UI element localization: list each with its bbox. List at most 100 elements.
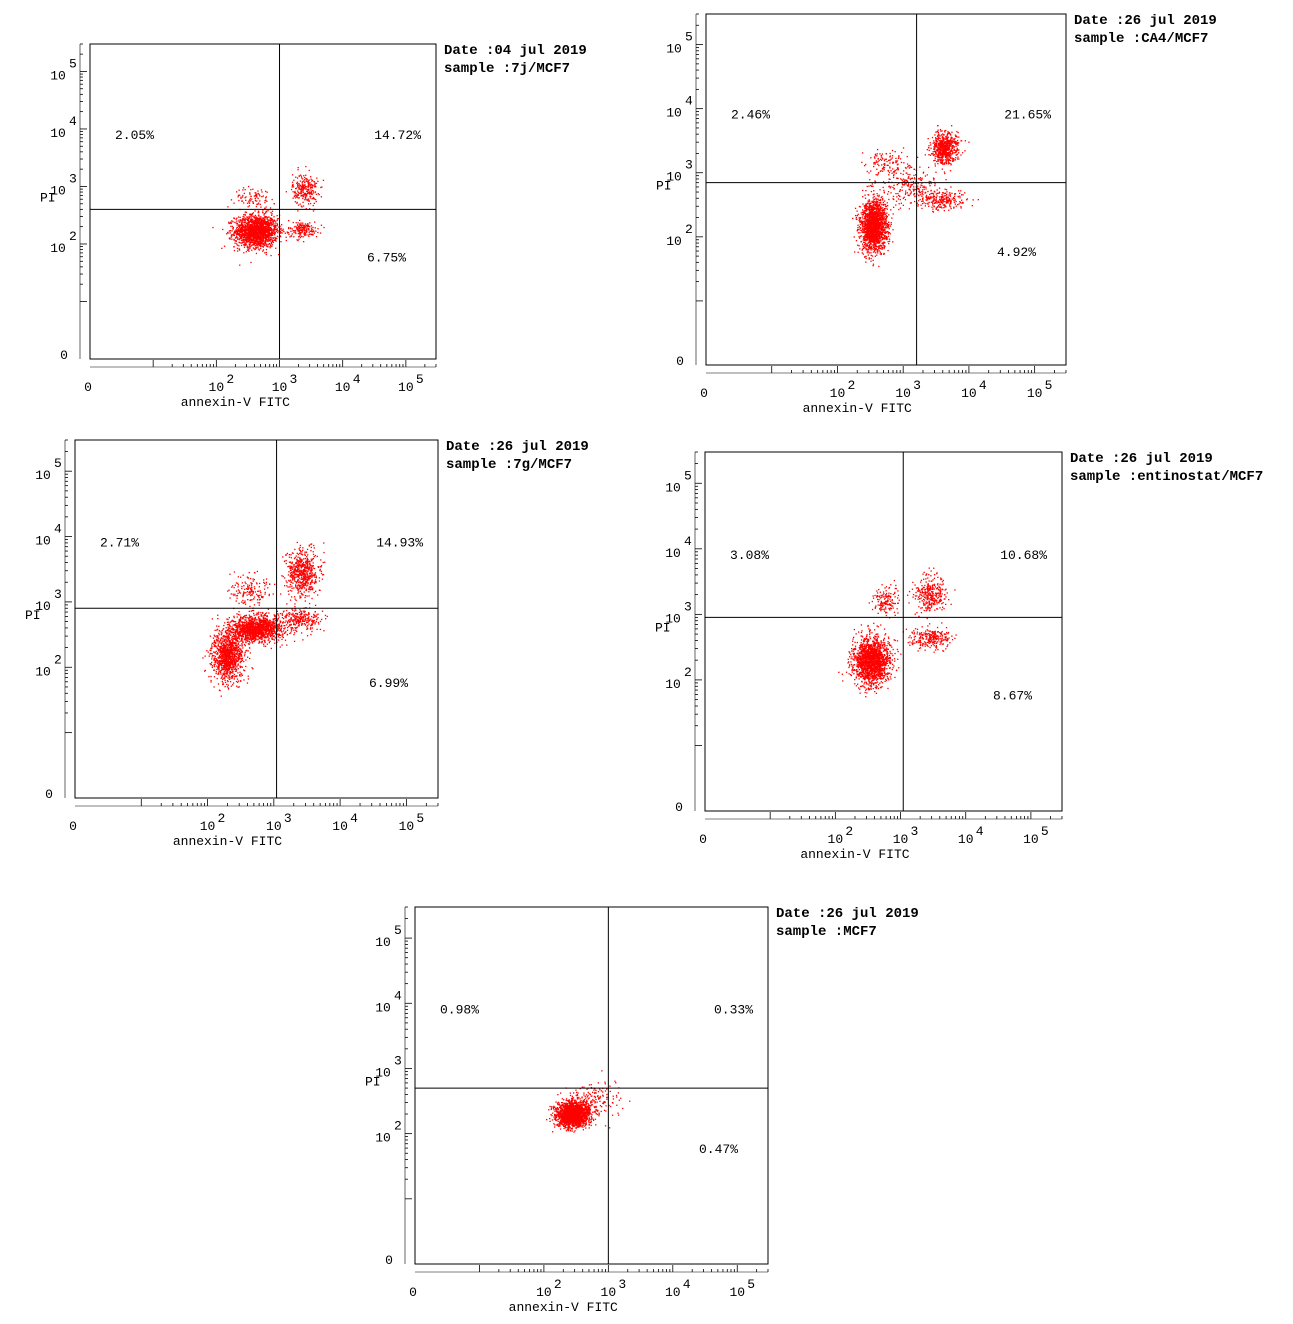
p2-point	[957, 149, 958, 150]
p2-point	[872, 255, 873, 256]
p1-point	[248, 218, 249, 219]
p1-point	[233, 246, 234, 247]
p2-point	[885, 218, 886, 219]
p1-point	[266, 245, 267, 246]
p2-point	[876, 255, 877, 256]
p2-point	[878, 214, 879, 215]
p2-point	[890, 209, 891, 210]
p2-point	[879, 195, 880, 196]
p2-point	[890, 225, 891, 226]
p2-point	[947, 155, 948, 156]
p2-point	[879, 209, 880, 210]
p2-point	[856, 217, 857, 218]
p1-point	[302, 198, 303, 199]
p1-point	[234, 243, 235, 244]
p2-point	[935, 156, 936, 157]
p1-point	[307, 223, 308, 224]
p1-point	[241, 240, 242, 241]
p2-point	[878, 266, 879, 267]
p1-point	[237, 227, 238, 228]
p1-point	[253, 217, 254, 218]
p2-point	[885, 216, 886, 217]
p2-point	[957, 204, 958, 205]
p1-point	[254, 230, 255, 231]
p2-point	[948, 137, 949, 138]
p1-point	[249, 194, 250, 195]
p2-point	[887, 231, 888, 232]
p2-point	[956, 136, 957, 137]
p1-point	[254, 243, 255, 244]
p1-point	[313, 192, 314, 193]
p1-point	[238, 229, 239, 230]
p2-point	[884, 221, 885, 222]
p2-point	[958, 190, 959, 191]
p2-point	[939, 155, 940, 156]
p1-point	[257, 204, 258, 205]
p1-point	[304, 181, 305, 182]
p2-point	[947, 131, 948, 132]
p2-point	[866, 216, 867, 217]
p1-point	[235, 240, 236, 241]
p1-y-tick-label: 104	[50, 114, 77, 141]
p1-point	[262, 243, 263, 244]
p2-point	[880, 252, 881, 253]
p2-point	[870, 215, 871, 216]
p1-point	[258, 193, 259, 194]
p2-point	[949, 141, 950, 142]
p1-point	[248, 237, 249, 238]
p2-point	[875, 214, 876, 215]
p1-point	[272, 199, 273, 200]
p2-point	[868, 172, 869, 173]
p1-point	[256, 196, 257, 197]
p2-point	[950, 200, 951, 201]
p2-point	[900, 208, 901, 209]
p1-point	[255, 235, 256, 236]
p2-point	[939, 206, 940, 207]
p1-point	[295, 233, 296, 234]
p1-point	[256, 200, 257, 201]
p1-point	[255, 245, 256, 246]
p1-point	[297, 224, 298, 225]
p1-point	[298, 167, 299, 168]
p2-point	[876, 208, 877, 209]
p1-point	[293, 185, 294, 186]
p1-point	[310, 187, 311, 188]
p2-point	[946, 157, 947, 158]
p2-point	[873, 264, 874, 265]
p2-point	[882, 247, 883, 248]
p1-point	[239, 248, 240, 249]
p1-point	[293, 232, 294, 233]
p2-point	[873, 225, 874, 226]
p1-point	[267, 231, 268, 232]
p1-point	[253, 225, 254, 226]
p2-point	[871, 229, 872, 230]
p1-quadrant-upper-left: 2.05%	[115, 128, 154, 143]
p1-point	[299, 220, 300, 221]
p1-point	[308, 203, 309, 204]
p1-point	[301, 206, 302, 207]
p1-point	[255, 226, 256, 227]
p2-point	[864, 165, 865, 166]
p2-point	[950, 196, 951, 197]
p2-point	[872, 215, 873, 216]
p2-point	[873, 220, 874, 221]
p1-point	[254, 233, 255, 234]
p1-point	[293, 236, 294, 237]
p2-point	[932, 203, 933, 204]
p2-point	[892, 229, 893, 230]
p2-point	[868, 209, 869, 210]
p2-point	[939, 200, 940, 201]
p1-point	[262, 251, 263, 252]
p2-point	[864, 216, 865, 217]
p1-point	[305, 186, 306, 187]
p1-point	[249, 248, 250, 249]
p2-point	[949, 199, 950, 200]
p1-point	[243, 202, 244, 203]
p2-point	[951, 132, 952, 133]
p2-point	[952, 138, 953, 139]
p2-point	[948, 160, 949, 161]
p1-x-tick-label: 102	[209, 372, 235, 395]
p1-point	[298, 189, 299, 190]
p1-point	[304, 234, 305, 235]
p2-point	[933, 160, 934, 161]
